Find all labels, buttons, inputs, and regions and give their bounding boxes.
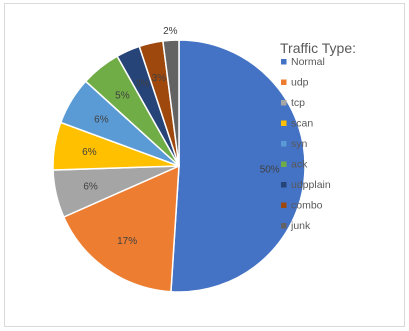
data-label-junk: 2% [163, 26, 178, 37]
pie-slice-junk [162, 39, 180, 167]
legend-title: Traffic Type: [280, 40, 356, 56]
data-label-tcp: 6% [83, 182, 98, 193]
legend-entry-tcp: tcp [291, 97, 305, 109]
data-label-udp: 17% [117, 236, 137, 247]
legend-swatch-junk [281, 223, 287, 229]
legend-swatch-ack [281, 161, 287, 167]
legend-swatch-udp [281, 79, 287, 85]
pie-slice-udp [62, 164, 180, 293]
legend-swatch-syn [281, 141, 287, 147]
data-label-syn: 6% [94, 115, 109, 126]
pie-slice-Normal [170, 39, 306, 293]
pie-slices [52, 39, 306, 293]
legend-entry-combo: combo [291, 200, 323, 212]
data-label-udpplain: 3% [135, 79, 150, 90]
data-label-ack: 5% [115, 91, 130, 102]
legend: Normal udp tcp scan syn ack udpplain combo junk [281, 56, 331, 232]
data-label-combo: 3% [152, 73, 167, 84]
legend-entry-junk: junk [290, 220, 311, 232]
legend-entry-udp: udp [291, 77, 309, 89]
legend-swatch-Normal [281, 59, 287, 65]
legend-entry-udpplain: udpplain [291, 179, 331, 191]
legend-swatch-tcp [281, 100, 287, 106]
legend-entry-ack: ack [291, 159, 308, 171]
legend-swatch-scan [281, 120, 287, 126]
data-label-scan: 6% [82, 147, 97, 158]
legend-entry-syn: syn [291, 138, 308, 150]
legend-entry-scan: scan [291, 118, 313, 130]
data-label-Normal: 50% [260, 164, 280, 175]
legend-swatch-udpplain [281, 182, 287, 188]
pie-data-labels: 50% 17% 6% 6% 6% 5% 3% 3% 2% [82, 26, 280, 247]
legend-entry-Normal: Normal [291, 56, 325, 68]
legend-swatch-combo [281, 202, 287, 208]
